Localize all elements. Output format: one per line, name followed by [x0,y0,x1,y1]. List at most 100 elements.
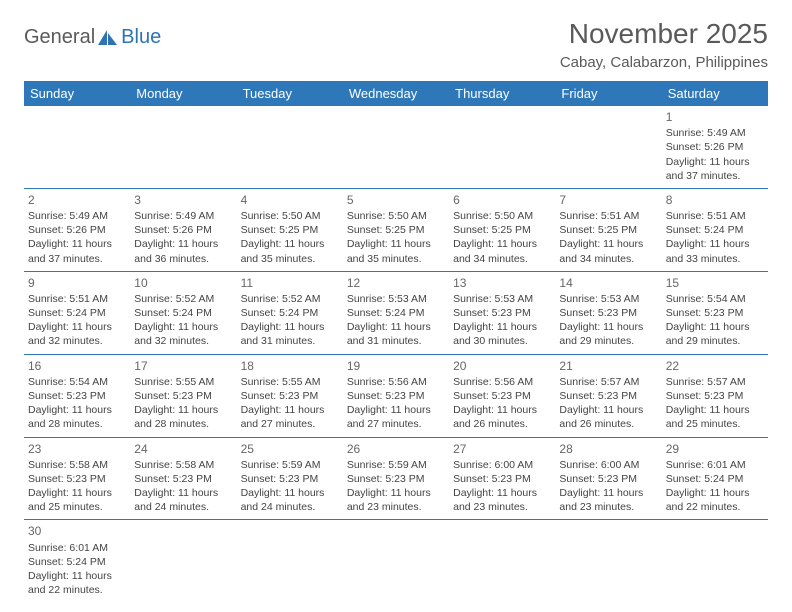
calendar-row: 16Sunrise: 5:54 AMSunset: 5:23 PMDayligh… [24,354,768,437]
calendar-cell-empty [24,106,130,188]
calendar-cell: 27Sunrise: 6:00 AMSunset: 5:23 PMDayligh… [449,437,555,520]
daylight-line: Daylight: 11 hours and 22 minutes. [28,569,126,597]
daylight-line: Daylight: 11 hours and 29 minutes. [666,320,764,348]
daylight-line: Daylight: 11 hours and 35 minutes. [241,237,339,265]
calendar-cell: 1Sunrise: 5:49 AMSunset: 5:26 PMDaylight… [662,106,768,188]
sunrise-line: Sunrise: 5:52 AM [241,292,339,306]
day-number: 14 [559,275,657,291]
calendar-cell: 3Sunrise: 5:49 AMSunset: 5:26 PMDaylight… [130,188,236,271]
day-number: 25 [241,441,339,457]
sunrise-line: Sunrise: 5:51 AM [666,209,764,223]
sunrise-line: Sunrise: 5:50 AM [453,209,551,223]
title-block: November 2025 Cabay, Calabarzon, Philipp… [560,18,768,71]
sunset-line: Sunset: 5:26 PM [134,223,232,237]
logo-text-general: General [24,26,95,49]
sunset-line: Sunset: 5:23 PM [28,472,126,486]
weekday-header: Tuesday [237,81,343,106]
day-number: 12 [347,275,445,291]
calendar-cell: 8Sunrise: 5:51 AMSunset: 5:24 PMDaylight… [662,188,768,271]
daylight-line: Daylight: 11 hours and 32 minutes. [134,320,232,348]
weekday-header: Wednesday [343,81,449,106]
day-number: 17 [134,358,232,374]
sunrise-line: Sunrise: 5:51 AM [28,292,126,306]
calendar-table: SundayMondayTuesdayWednesdayThursdayFrid… [24,81,768,602]
day-number: 7 [559,192,657,208]
sunset-line: Sunset: 5:24 PM [28,555,126,569]
day-number: 29 [666,441,764,457]
sunset-line: Sunset: 5:23 PM [134,389,232,403]
sunrise-line: Sunrise: 5:53 AM [559,292,657,306]
sunset-line: Sunset: 5:23 PM [347,389,445,403]
sunset-line: Sunset: 5:23 PM [453,389,551,403]
daylight-line: Daylight: 11 hours and 25 minutes. [666,403,764,431]
day-number: 6 [453,192,551,208]
sunset-line: Sunset: 5:26 PM [28,223,126,237]
calendar-cell-empty [343,520,449,602]
day-number: 9 [28,275,126,291]
calendar-cell: 30Sunrise: 6:01 AMSunset: 5:24 PMDayligh… [24,520,130,602]
sunrise-line: Sunrise: 5:59 AM [347,458,445,472]
day-number: 24 [134,441,232,457]
logo-text-blue: Blue [121,26,161,49]
day-number: 27 [453,441,551,457]
sunrise-line: Sunrise: 5:49 AM [28,209,126,223]
sunrise-line: Sunrise: 5:58 AM [134,458,232,472]
calendar-cell: 4Sunrise: 5:50 AMSunset: 5:25 PMDaylight… [237,188,343,271]
calendar-cell: 11Sunrise: 5:52 AMSunset: 5:24 PMDayligh… [237,271,343,354]
daylight-line: Daylight: 11 hours and 36 minutes. [134,237,232,265]
calendar-cell-empty [555,106,661,188]
calendar-cell-empty [237,106,343,188]
calendar-cell-empty [237,520,343,602]
calendar-cell: 22Sunrise: 5:57 AMSunset: 5:23 PMDayligh… [662,354,768,437]
sunrise-line: Sunrise: 6:01 AM [666,458,764,472]
sunrise-line: Sunrise: 5:52 AM [134,292,232,306]
sunrise-line: Sunrise: 5:53 AM [347,292,445,306]
day-number: 28 [559,441,657,457]
calendar-cell-empty [555,520,661,602]
sunset-line: Sunset: 5:25 PM [559,223,657,237]
daylight-line: Daylight: 11 hours and 24 minutes. [241,486,339,514]
calendar-cell-empty [662,520,768,602]
calendar-cell: 21Sunrise: 5:57 AMSunset: 5:23 PMDayligh… [555,354,661,437]
daylight-line: Daylight: 11 hours and 34 minutes. [453,237,551,265]
day-number: 5 [347,192,445,208]
sunrise-line: Sunrise: 6:00 AM [559,458,657,472]
calendar-cell-empty [449,520,555,602]
sunset-line: Sunset: 5:23 PM [134,472,232,486]
calendar-cell: 28Sunrise: 6:00 AMSunset: 5:23 PMDayligh… [555,437,661,520]
daylight-line: Daylight: 11 hours and 28 minutes. [28,403,126,431]
daylight-line: Daylight: 11 hours and 30 minutes. [453,320,551,348]
daylight-line: Daylight: 11 hours and 25 minutes. [28,486,126,514]
daylight-line: Daylight: 11 hours and 31 minutes. [347,320,445,348]
calendar-row: 23Sunrise: 5:58 AMSunset: 5:23 PMDayligh… [24,437,768,520]
sunrise-line: Sunrise: 5:56 AM [453,375,551,389]
daylight-line: Daylight: 11 hours and 34 minutes. [559,237,657,265]
sunrise-line: Sunrise: 5:59 AM [241,458,339,472]
day-number: 20 [453,358,551,374]
sunset-line: Sunset: 5:25 PM [241,223,339,237]
sunset-line: Sunset: 5:23 PM [666,389,764,403]
sunrise-line: Sunrise: 5:54 AM [666,292,764,306]
weekday-header: Monday [130,81,236,106]
daylight-line: Daylight: 11 hours and 24 minutes. [134,486,232,514]
sunrise-line: Sunrise: 6:01 AM [28,541,126,555]
day-number: 3 [134,192,232,208]
calendar-row: 30Sunrise: 6:01 AMSunset: 5:24 PMDayligh… [24,520,768,602]
sunset-line: Sunset: 5:23 PM [241,389,339,403]
day-number: 18 [241,358,339,374]
sunset-line: Sunset: 5:24 PM [666,472,764,486]
sunset-line: Sunset: 5:24 PM [134,306,232,320]
daylight-line: Daylight: 11 hours and 26 minutes. [453,403,551,431]
calendar-cell: 14Sunrise: 5:53 AMSunset: 5:23 PMDayligh… [555,271,661,354]
sunset-line: Sunset: 5:25 PM [453,223,551,237]
calendar-cell: 9Sunrise: 5:51 AMSunset: 5:24 PMDaylight… [24,271,130,354]
calendar-cell: 15Sunrise: 5:54 AMSunset: 5:23 PMDayligh… [662,271,768,354]
sunrise-line: Sunrise: 5:53 AM [453,292,551,306]
sunset-line: Sunset: 5:24 PM [347,306,445,320]
daylight-line: Daylight: 11 hours and 31 minutes. [241,320,339,348]
day-number: 26 [347,441,445,457]
sunset-line: Sunset: 5:23 PM [559,306,657,320]
daylight-line: Daylight: 11 hours and 27 minutes. [241,403,339,431]
header: General Blue November 2025 Cabay, Calaba… [24,18,768,71]
sunset-line: Sunset: 5:26 PM [666,140,764,154]
